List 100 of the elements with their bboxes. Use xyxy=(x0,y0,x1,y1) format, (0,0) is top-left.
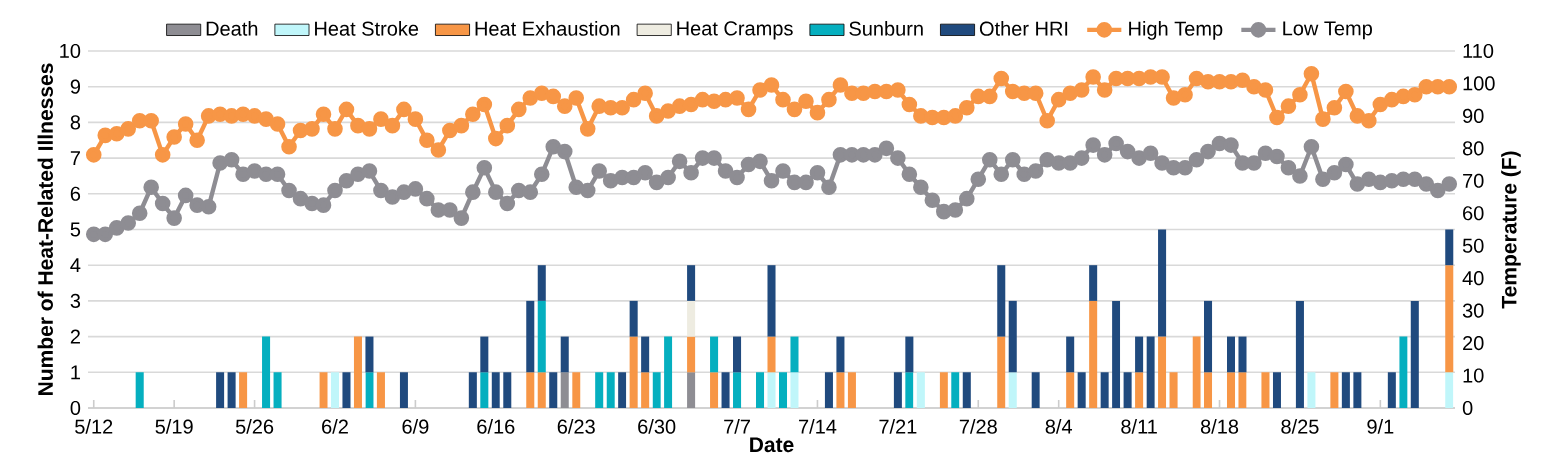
bar xyxy=(618,372,627,408)
legend-label: High Temp xyxy=(1129,21,1223,40)
bar xyxy=(216,372,225,408)
bar xyxy=(503,372,512,408)
x-tick-label: 7/14 xyxy=(799,419,837,434)
x-tick-label: 8/11 xyxy=(1121,419,1157,434)
bar xyxy=(239,372,248,408)
bar xyxy=(1445,372,1454,408)
bar xyxy=(468,372,477,408)
bar xyxy=(537,372,546,408)
bar xyxy=(962,372,971,408)
bar xyxy=(606,372,615,408)
bar xyxy=(1445,229,1454,266)
x-axis-title: Date xyxy=(750,437,794,453)
bar xyxy=(399,372,408,408)
bar xyxy=(1330,372,1339,408)
bar xyxy=(1008,372,1017,408)
bar xyxy=(916,372,925,408)
y-tick-label: 6 xyxy=(70,186,81,201)
y-axis-title: Number of Heat-Related Illnesses xyxy=(37,63,53,395)
bar xyxy=(376,372,385,408)
x-tick-label: 8/4 xyxy=(1045,419,1073,434)
bar xyxy=(1238,372,1247,408)
bar xyxy=(905,372,914,408)
bar xyxy=(664,336,673,408)
bar xyxy=(1226,372,1236,408)
bar xyxy=(652,372,661,408)
bar xyxy=(767,265,776,337)
bar xyxy=(365,336,374,373)
bar xyxy=(997,265,1006,337)
bar xyxy=(135,372,144,408)
bar xyxy=(687,336,696,373)
bar xyxy=(1341,372,1350,408)
bar xyxy=(1445,265,1454,373)
y-tick-label: 7 xyxy=(70,151,80,165)
bar xyxy=(629,300,638,337)
bar xyxy=(1123,372,1132,408)
bar xyxy=(756,372,765,408)
bar xyxy=(537,300,546,373)
x-tick-label: 6/30 xyxy=(638,419,676,434)
x-tick-label: 9/1 xyxy=(1367,419,1394,434)
x-tick-label: 6/9 xyxy=(402,419,429,434)
bar xyxy=(939,372,948,408)
bar xyxy=(1410,300,1419,408)
y2-tick-label: 80 xyxy=(1462,141,1484,156)
y2-tick-label: 30 xyxy=(1462,303,1484,318)
bar xyxy=(997,336,1006,408)
y-tick-label: 5 xyxy=(70,222,81,237)
bar xyxy=(847,372,856,408)
bar xyxy=(1169,372,1178,408)
y2-tick-label: 40 xyxy=(1462,271,1484,286)
legend-label: Heat Cramps xyxy=(677,21,793,40)
bar xyxy=(1112,300,1121,408)
y-tick-label: 0 xyxy=(70,400,81,416)
bar xyxy=(353,336,362,408)
x-tick-label: 6/16 xyxy=(477,419,515,434)
x-tick-label: 8/18 xyxy=(1200,419,1239,434)
bar xyxy=(526,372,535,408)
bar xyxy=(687,300,696,337)
y2-axis-title: Temperature (F) xyxy=(1501,151,1521,309)
y2-tick-label: 50 xyxy=(1462,238,1484,253)
legend-label: Heat Stroke xyxy=(315,21,419,36)
x-tick-label: 7/21 xyxy=(879,419,917,434)
y-tick-label: 1 xyxy=(71,365,80,380)
bar xyxy=(721,372,730,408)
bar xyxy=(526,300,535,373)
bar xyxy=(537,265,546,301)
bar xyxy=(319,372,328,408)
bar xyxy=(1192,336,1201,408)
bar xyxy=(1135,336,1144,373)
bar xyxy=(1307,372,1316,408)
x-tick-label: 5/19 xyxy=(155,419,193,434)
bar xyxy=(1272,372,1281,408)
bar xyxy=(480,336,489,373)
legend-label: Sunburn xyxy=(849,21,923,36)
bar xyxy=(951,372,960,408)
bar xyxy=(1226,336,1236,373)
legend-label: Other HRI xyxy=(979,21,1068,36)
y-tick-label: 8 xyxy=(70,115,81,130)
y2-tick-label: 0 xyxy=(1462,400,1473,416)
bar xyxy=(629,336,638,408)
x-tick-label: 5/12 xyxy=(75,419,113,434)
x-tick-label: 8/25 xyxy=(1281,419,1319,434)
bar xyxy=(480,372,489,408)
bar xyxy=(1066,372,1075,408)
bar xyxy=(641,372,650,408)
bar xyxy=(330,372,340,408)
bar xyxy=(595,372,604,408)
bar xyxy=(1089,300,1098,408)
x-tick-label: 7/28 xyxy=(959,419,997,434)
bar xyxy=(1077,372,1086,408)
bar xyxy=(767,372,776,408)
bar xyxy=(905,336,914,373)
bar xyxy=(1204,372,1213,408)
x-tick-label: 5/26 xyxy=(235,419,274,434)
x-tick-label: 6/2 xyxy=(322,419,348,434)
x-tick-label: 7/7 xyxy=(724,419,750,434)
bar xyxy=(1135,372,1144,408)
bar xyxy=(710,372,719,408)
bar xyxy=(710,336,719,373)
